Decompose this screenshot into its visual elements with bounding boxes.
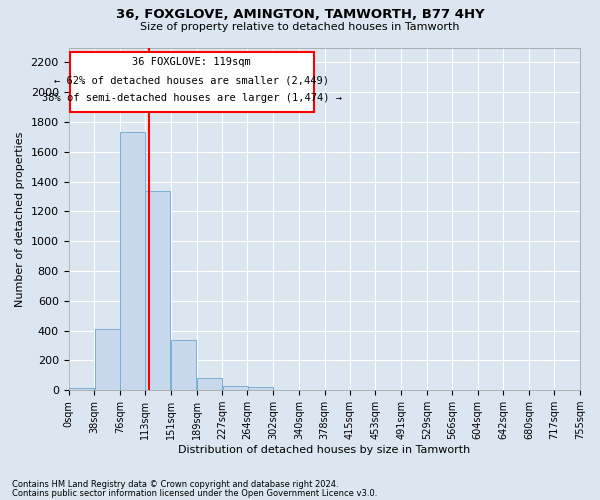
Bar bbox=[197, 378, 222, 390]
Text: Contains HM Land Registry data © Crown copyright and database right 2024.: Contains HM Land Registry data © Crown c… bbox=[12, 480, 338, 489]
Bar bbox=[95, 329, 119, 390]
Bar bbox=[121, 132, 145, 390]
Text: 38% of semi-detached houses are larger (1,474) →: 38% of semi-detached houses are larger (… bbox=[42, 94, 342, 104]
FancyBboxPatch shape bbox=[70, 52, 314, 112]
Bar bbox=[248, 387, 273, 390]
Text: Contains public sector information licensed under the Open Government Licence v3: Contains public sector information licen… bbox=[12, 488, 377, 498]
Bar bbox=[223, 386, 248, 390]
Bar bbox=[171, 340, 196, 390]
Y-axis label: Number of detached properties: Number of detached properties bbox=[15, 131, 25, 306]
X-axis label: Distribution of detached houses by size in Tamworth: Distribution of detached houses by size … bbox=[178, 445, 470, 455]
Text: ← 62% of detached houses are smaller (2,449): ← 62% of detached houses are smaller (2,… bbox=[55, 76, 329, 86]
Bar bbox=[145, 190, 170, 390]
Text: Size of property relative to detached houses in Tamworth: Size of property relative to detached ho… bbox=[140, 22, 460, 32]
Text: 36, FOXGLOVE, AMINGTON, TAMWORTH, B77 4HY: 36, FOXGLOVE, AMINGTON, TAMWORTH, B77 4H… bbox=[116, 8, 484, 20]
Text: 36 FOXGLOVE: 119sqm: 36 FOXGLOVE: 119sqm bbox=[133, 58, 251, 68]
Bar bbox=[69, 388, 94, 390]
